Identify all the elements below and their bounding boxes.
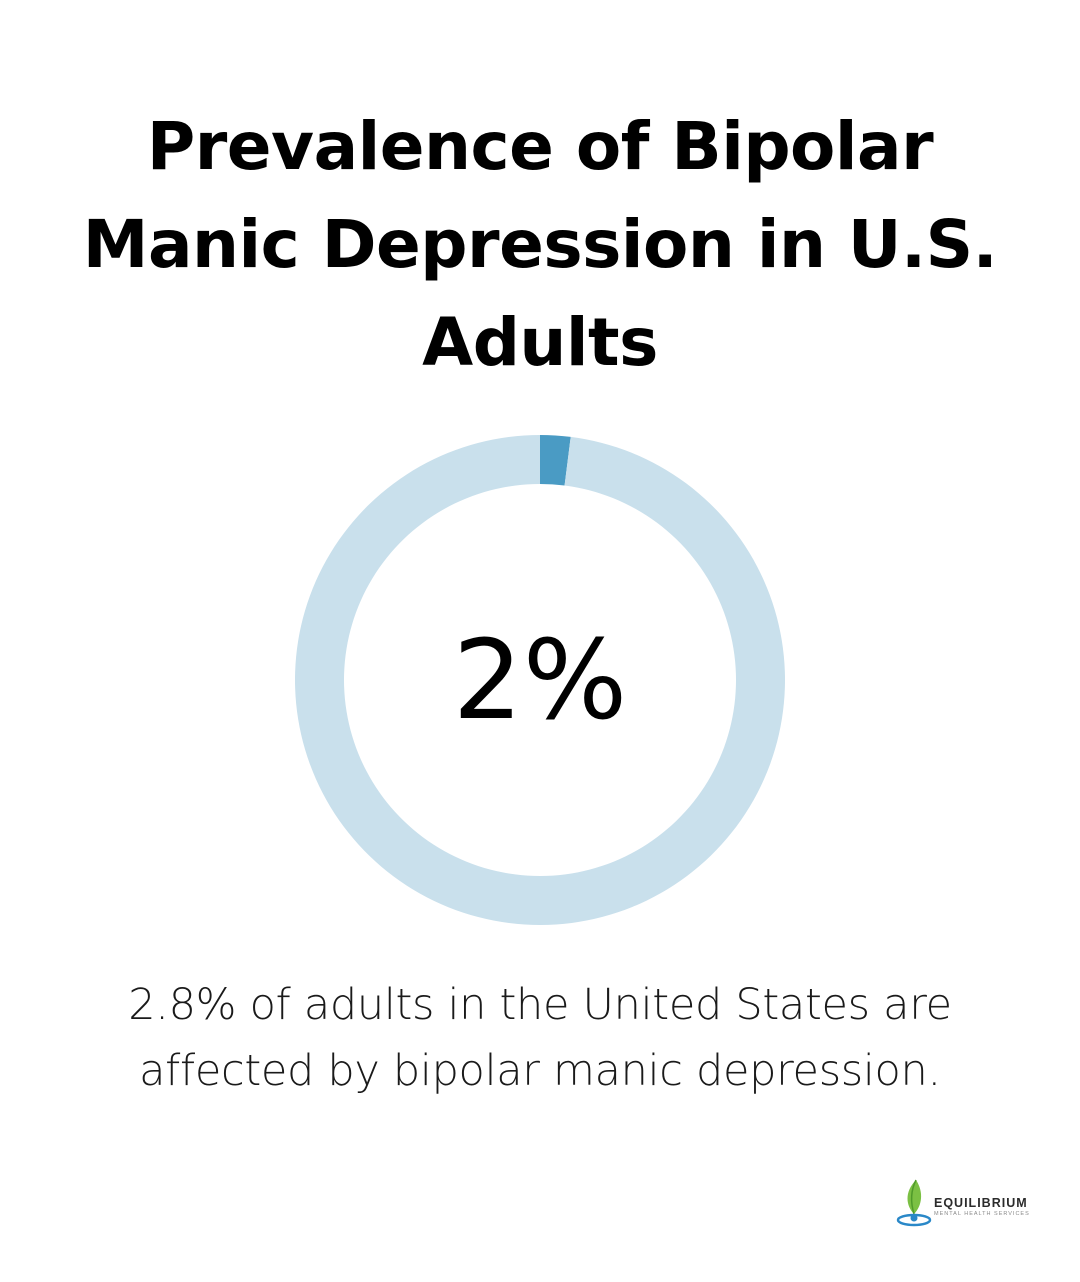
leaf-drop-icon	[896, 1179, 932, 1227]
donut-chart: 2%	[290, 430, 790, 930]
page-title: Prevalence of Bipolar Manic Depression i…	[82, 108, 998, 381]
caption-text: 2.8% of adults in the United States are …	[128, 980, 952, 1096]
logo-tagline: MENTAL HEALTH SERVICES	[934, 1211, 1030, 1217]
donut-svg: 2%	[295, 435, 785, 925]
donut-slice-highlight	[540, 435, 571, 486]
center-value-label: 2%	[453, 616, 628, 744]
logo-name: EQUILIBRIUM	[934, 1196, 1028, 1210]
equilibrium-logo: EQUILIBRIUM MENTAL HEALTH SERVICES	[896, 1176, 1036, 1228]
